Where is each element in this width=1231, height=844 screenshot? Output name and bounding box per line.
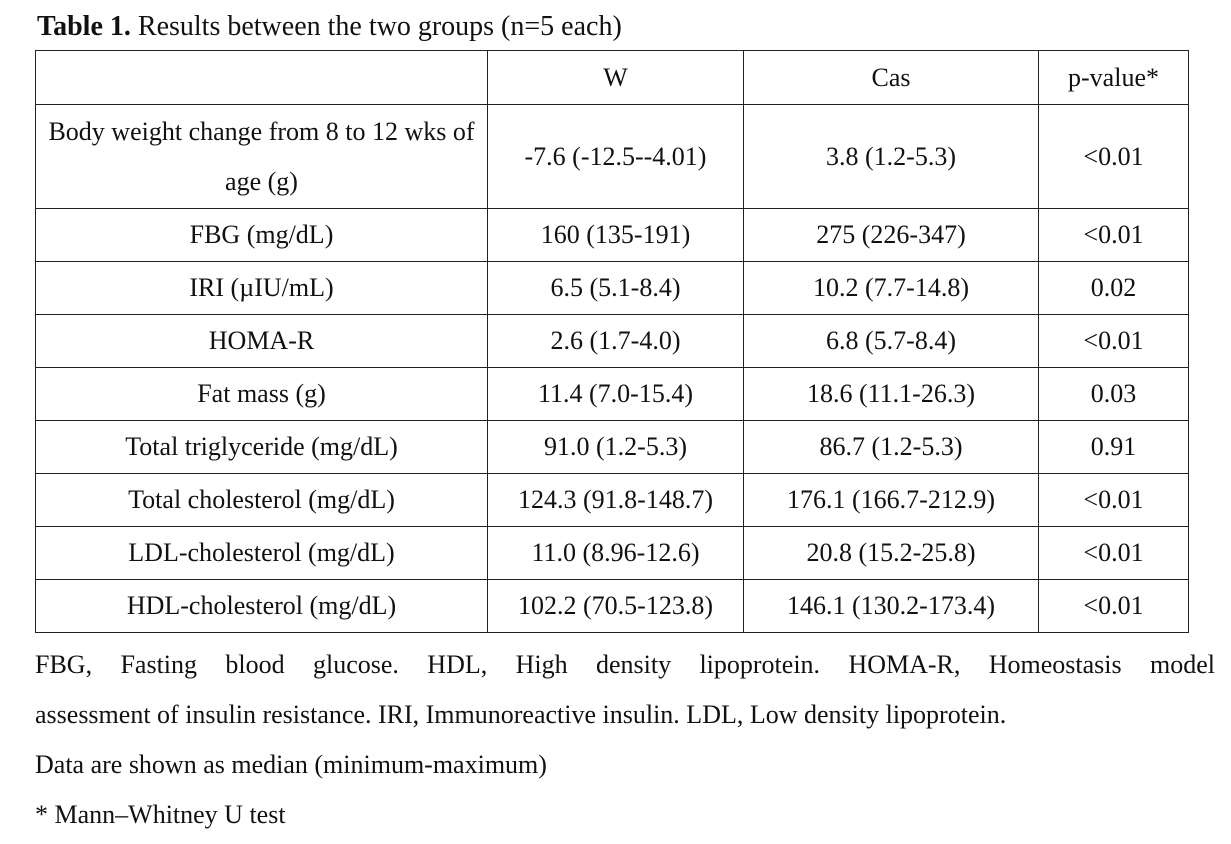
cas-value: 10.2 (7.7-14.8) (743, 261, 1039, 315)
w-value: 6.5 (5.1-8.4) (487, 261, 744, 315)
cas-value: 176.1 (166.7-212.9) (743, 473, 1039, 527)
header-cell-p-value: p-value* (1038, 50, 1189, 105)
statistical-test-note: * Mann–Whitney U test (35, 800, 286, 829)
table-row: Body weight change from 8 to 12 wks of a… (35, 104, 1189, 209)
w-value: -7.6 (-12.5--4.01) (487, 104, 744, 209)
table-row: Total triglyceride (mg/dL) 91.0 (1.2-5.3… (35, 420, 1189, 474)
row-label: HOMA-R (35, 314, 488, 368)
row-label: FBG (mg/dL) (35, 208, 488, 262)
abbreviation-note-line-1: FBG, Fasting blood glucose. HDL, High de… (35, 650, 1215, 679)
cas-value: 3.8 (1.2-5.3) (743, 104, 1039, 209)
table-number: Table 1. (37, 11, 131, 42)
data-format-note: Data are shown as median (minimum-maximu… (35, 750, 547, 779)
p-value: <0.01 (1038, 208, 1189, 262)
results-table: W Cas p-value* Body weight change from 8… (35, 50, 1189, 633)
table-row: LDL-cholesterol (mg/dL) 11.0 (8.96-12.6)… (35, 526, 1189, 580)
table-row: HOMA-R 2.6 (1.7-4.0) 6.8 (5.7-8.4) <0.01 (35, 314, 1189, 368)
cas-value: 20.8 (15.2-25.8) (743, 526, 1039, 580)
cas-value: 18.6 (11.1-26.3) (743, 367, 1039, 421)
table-row: IRI (µIU/mL) 6.5 (5.1-8.4) 10.2 (7.7-14.… (35, 261, 1189, 315)
table-caption: Table 1. Results between the two groups … (37, 9, 622, 45)
table-title: Results between the two groups (n=5 each… (130, 11, 622, 42)
w-value: 102.2 (70.5-123.8) (487, 579, 744, 633)
cas-value: 86.7 (1.2-5.3) (743, 420, 1039, 474)
row-label: Total triglyceride (mg/dL) (35, 420, 488, 474)
table-row: Total cholesterol (mg/dL) 124.3 (91.8-14… (35, 473, 1189, 527)
row-label: Fat mass (g) (35, 367, 488, 421)
w-value: 11.4 (7.0-15.4) (487, 367, 744, 421)
row-label: LDL-cholesterol (mg/dL) (35, 526, 488, 580)
header-cell-cas: Cas (743, 50, 1039, 105)
p-value: 0.03 (1038, 367, 1189, 421)
w-value: 124.3 (91.8-148.7) (487, 473, 744, 527)
header-cell-w: W (487, 50, 744, 105)
w-value: 160 (135-191) (487, 208, 744, 262)
abbreviation-note-line-2: assessment of insulin resistance. IRI, I… (35, 700, 1007, 729)
p-value: <0.01 (1038, 526, 1189, 580)
header-cell-variable (35, 50, 488, 105)
cas-value: 6.8 (5.7-8.4) (743, 314, 1039, 368)
table-row: Fat mass (g) 11.4 (7.0-15.4) 18.6 (11.1-… (35, 367, 1189, 421)
row-label: Total cholesterol (mg/dL) (35, 473, 488, 527)
p-value: <0.01 (1038, 104, 1189, 209)
table-row: HDL-cholesterol (mg/dL) 102.2 (70.5-123.… (35, 579, 1189, 633)
row-label: Body weight change from 8 to 12 wks of a… (35, 104, 488, 209)
w-value: 2.6 (1.7-4.0) (487, 314, 744, 368)
p-value: <0.01 (1038, 579, 1189, 633)
row-label: HDL-cholesterol (mg/dL) (35, 579, 488, 633)
cas-value: 275 (226-347) (743, 208, 1039, 262)
header-row: W Cas p-value* (35, 50, 1189, 105)
table-row: FBG (mg/dL) 160 (135-191) 275 (226-347) … (35, 208, 1189, 262)
w-value: 11.0 (8.96-12.6) (487, 526, 744, 580)
table-footnotes: FBG, Fasting blood glucose. HDL, High de… (35, 640, 1215, 840)
w-value: 91.0 (1.2-5.3) (487, 420, 744, 474)
cas-value: 146.1 (130.2-173.4) (743, 579, 1039, 633)
p-value: <0.01 (1038, 473, 1189, 527)
row-label: IRI (µIU/mL) (35, 261, 488, 315)
p-value: 0.02 (1038, 261, 1189, 315)
p-value: 0.91 (1038, 420, 1189, 474)
p-value: <0.01 (1038, 314, 1189, 368)
